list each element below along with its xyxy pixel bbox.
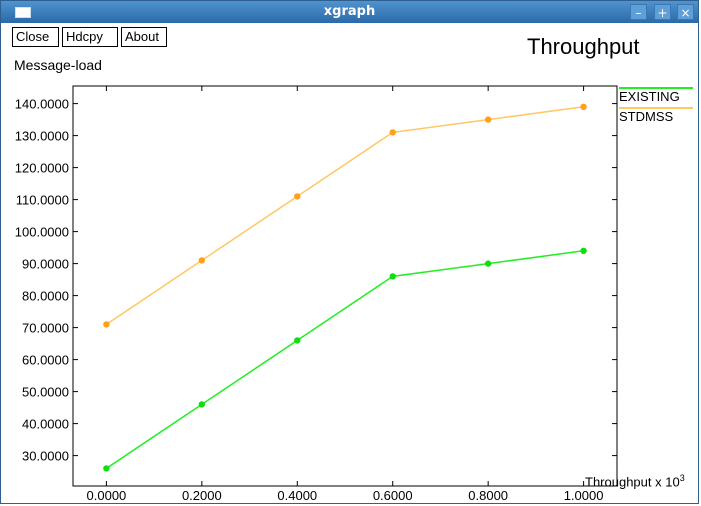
data-point-stdmss [198, 257, 206, 264]
x-tick-label: 0.4000 [277, 488, 317, 501]
x-tick-label: 0.8000 [468, 488, 508, 501]
x-tick-label: 0.6000 [373, 488, 413, 501]
x-axis-label: Throughput x 103 [585, 473, 685, 489]
about-button[interactable]: About [121, 27, 167, 47]
hdcpy-button[interactable]: Hdcpy [62, 27, 118, 47]
x-tick-label: 1.0000 [564, 488, 604, 501]
series-line-stdmss [105, 106, 584, 326]
data-point-stdmss [484, 116, 492, 123]
y-tick-label: 120.0000 [15, 161, 69, 176]
graph-area: Close Hdcpy About Throughput Message-loa… [7, 23, 696, 501]
y-tick-label: 50.0000 [22, 385, 69, 400]
y-tick-label: 60.0000 [22, 353, 69, 368]
plot-title: Throughput [527, 34, 640, 59]
legend-label-existing: EXISTING [619, 89, 680, 104]
data-point-stdmss [294, 193, 301, 200]
data-point-stdmss [103, 321, 110, 328]
y-tick-label: 110.0000 [16, 193, 69, 208]
x-axis-label-text: Throughput x 10 [585, 474, 680, 490]
close-button[interactable]: Close [12, 27, 59, 47]
x-tick-label: 0.0000 [87, 488, 127, 501]
window-close-button[interactable]: × [677, 4, 694, 20]
x-axis-label-exponent: 3 [679, 473, 685, 483]
y-tick-label: 140.0000 [15, 97, 69, 112]
plot-canvas: 30.000040.000050.000060.000070.000080.00… [15, 85, 693, 501]
data-point-existing [294, 337, 301, 344]
y-tick-label: 130.0000 [15, 129, 69, 144]
y-tick-label: 30.0000 [22, 449, 69, 464]
x-tick-label: 0.2000 [182, 488, 222, 501]
window-title: xgraph [323, 4, 376, 19]
y-axis-label: Message-load [14, 57, 102, 73]
data-point-existing [389, 273, 396, 280]
data-point-existing [103, 465, 110, 472]
legend-label-stdmss: STDMSS [619, 109, 674, 124]
minimize-button[interactable]: – [630, 4, 647, 20]
data-point-existing [198, 401, 206, 408]
data-point-existing [484, 260, 492, 267]
window-menu-icon[interactable] [15, 7, 31, 18]
y-tick-label: 90.0000 [22, 257, 69, 272]
data-point-stdmss [389, 129, 396, 136]
data-point-existing [580, 247, 587, 254]
y-tick-label: 100.0000 [15, 225, 69, 240]
series-line-existing [105, 250, 584, 470]
y-tick-label: 80.0000 [22, 289, 69, 304]
title-bar[interactable]: xgraph – + × [1, 1, 698, 23]
plot-frame [72, 85, 618, 487]
data-point-stdmss [580, 103, 587, 111]
maximize-button[interactable]: + [654, 4, 671, 20]
y-tick-label: 40.0000 [22, 417, 69, 432]
y-tick-label: 70.0000 [22, 321, 69, 336]
